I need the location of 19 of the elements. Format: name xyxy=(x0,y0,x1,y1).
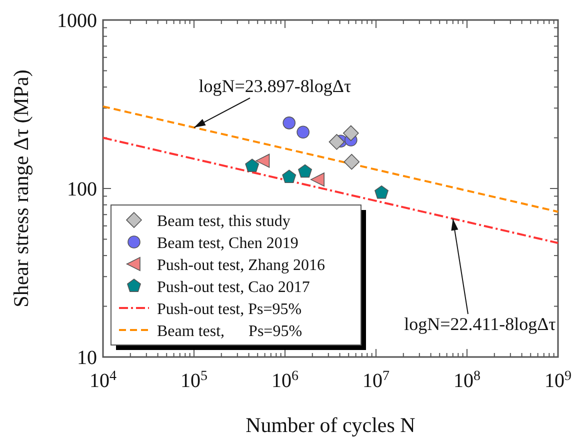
annotation: logN=22.411-8logΔτ xyxy=(404,314,556,334)
x-tick-label: 10$^{4}$ xyxy=(90,368,116,392)
x-tick-label: 10$^{7}$ xyxy=(362,368,390,392)
legend-label: Push-out test, Cao 2017 xyxy=(157,279,310,296)
y-tick-label: 1000 xyxy=(57,10,97,32)
x-axis-title: Number of cycles N xyxy=(246,413,416,437)
annotation: logN=23.897-8logΔτ xyxy=(198,76,352,96)
legend-label: Beam test, Ps=95% xyxy=(157,323,302,340)
x-tick-label: 10$^{9}$ xyxy=(544,368,572,392)
legend-label: Push-out test, Ps=95% xyxy=(157,301,302,318)
x-tick-label: 10$^{6}$ xyxy=(272,368,298,392)
legend-label: Beam test, Chen 2019 xyxy=(157,235,298,252)
legend-label: Beam test, this study xyxy=(157,213,290,230)
y-tick-label: 100 xyxy=(67,178,97,200)
legend-label: Push-out test, Zhang 2016 xyxy=(157,257,325,274)
y-axis-title: Shear stress range Δτ (MPa) xyxy=(9,70,33,308)
x-tick-label: 10$^{8}$ xyxy=(454,368,480,392)
x-tick-label: 10$^{5}$ xyxy=(180,368,208,392)
y-tick-label: 10 xyxy=(77,347,97,369)
